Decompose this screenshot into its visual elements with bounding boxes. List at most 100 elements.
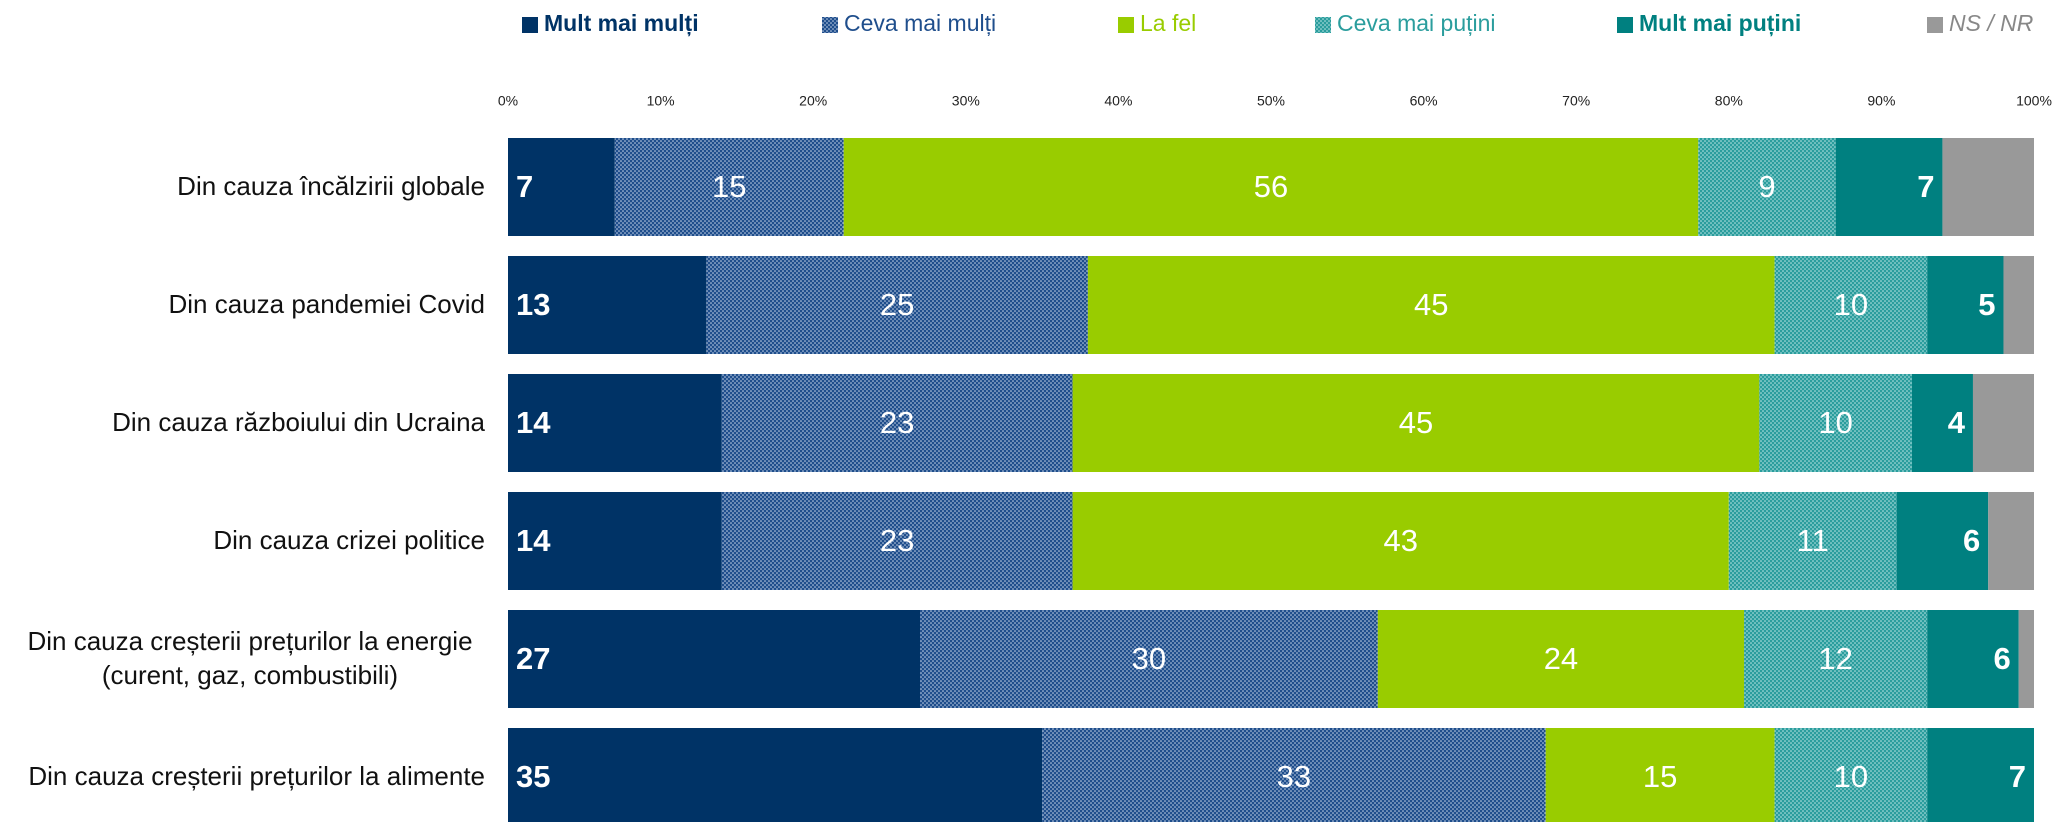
category-text: Din cauza războiului din Ucraina xyxy=(112,407,485,438)
data-label: 23 xyxy=(880,405,914,440)
bar-segment xyxy=(2003,256,2034,354)
x-tick-label: 40% xyxy=(1104,93,1132,109)
data-label: 23 xyxy=(880,523,914,558)
x-tick-label: 80% xyxy=(1715,93,1743,109)
bar-segment xyxy=(1927,610,2019,708)
data-label: 13 xyxy=(516,287,550,322)
data-label: 56 xyxy=(1254,169,1288,204)
data-label: 14 xyxy=(516,405,551,440)
bar-segment xyxy=(1087,256,1775,354)
category-label: Din cauza încălzirii globale xyxy=(177,138,485,236)
bar-segment xyxy=(508,492,722,590)
x-tick-label: 100% xyxy=(2016,93,2052,109)
bar-segment xyxy=(1911,374,1973,472)
x-tick-label: 20% xyxy=(799,93,827,109)
data-label: 6 xyxy=(1963,523,1980,558)
legend-label: Ceva mai mulți xyxy=(844,10,996,36)
x-tick-label: 90% xyxy=(1867,93,1895,109)
legend-swatch xyxy=(1927,17,1943,33)
data-label: 45 xyxy=(1399,405,1433,440)
x-tick-label: 70% xyxy=(1562,93,1590,109)
bar-segment xyxy=(1927,256,2004,354)
category-label: Din cauza creșterii prețurilor la energi… xyxy=(15,610,485,708)
bar-segment xyxy=(1698,138,1836,236)
legend-swatch xyxy=(522,17,538,33)
category-label: Din cauza crizei politice xyxy=(213,492,485,590)
bar-segment xyxy=(1545,728,1775,822)
data-label: 30 xyxy=(1132,641,1166,676)
x-tick-label: 50% xyxy=(1257,93,1285,109)
bar-segment xyxy=(2018,610,2034,708)
data-label: 7 xyxy=(516,169,533,204)
bar-segment xyxy=(614,138,844,236)
category-text: Din cauza încălzirii globale xyxy=(177,171,485,202)
x-tick-label: 60% xyxy=(1410,93,1438,109)
data-label: 6 xyxy=(1993,641,2010,676)
bar-segment xyxy=(1896,492,1989,590)
x-tick-label: 10% xyxy=(647,93,675,109)
bar-segment xyxy=(508,728,1043,822)
data-label: 45 xyxy=(1414,287,1448,322)
bar-segment xyxy=(1042,728,1546,822)
data-label: 33 xyxy=(1277,759,1311,794)
category-label: Din cauza războiului din Ucraina xyxy=(112,374,485,472)
x-tick-label: 30% xyxy=(952,93,980,109)
bar-segment xyxy=(1927,728,2034,822)
bar-segment xyxy=(721,374,1073,472)
legend-label: Mult mai puțini xyxy=(1639,10,1801,37)
legend-swatch xyxy=(1617,17,1633,33)
data-label: 27 xyxy=(516,641,550,676)
data-label: 4 xyxy=(1948,405,1966,440)
bar-segment xyxy=(508,256,707,354)
bar-segment xyxy=(1988,492,2034,590)
legend-label: Mult mai mulți xyxy=(544,10,699,37)
data-label: 10 xyxy=(1834,759,1868,794)
legend-label: Ceva mai puțini xyxy=(1337,10,1496,36)
category-text: Din cauza pandemiei Covid xyxy=(168,289,485,320)
bar-segment xyxy=(1774,256,1928,354)
bar-segment xyxy=(843,138,1699,236)
bar-segment xyxy=(721,492,1073,590)
bar-segment xyxy=(1377,610,1745,708)
data-label: 10 xyxy=(1818,405,1852,440)
bar-segment xyxy=(1972,374,2034,472)
category-label: Din cauza pandemiei Covid xyxy=(168,256,485,354)
category-text: Din cauza creșterii prețurilor la energi… xyxy=(27,626,473,690)
bar-segment xyxy=(920,610,1378,708)
data-label: 24 xyxy=(1544,641,1578,676)
legend-swatch xyxy=(1118,17,1134,33)
data-label: 12 xyxy=(1818,641,1852,676)
data-label: 25 xyxy=(880,287,914,322)
data-label: 35 xyxy=(516,759,550,794)
bar-segment xyxy=(508,374,722,472)
data-label: 11 xyxy=(1797,523,1829,558)
x-tick-label: 0% xyxy=(498,93,518,109)
bar-segment xyxy=(1835,138,1943,236)
data-label: 7 xyxy=(2009,759,2026,794)
data-label: 14 xyxy=(516,523,551,558)
bar-segment xyxy=(1774,728,1928,822)
bar-segment xyxy=(1072,492,1729,590)
bar-segment xyxy=(1744,610,1928,708)
data-label: 5 xyxy=(1978,287,1995,322)
legend-label: La fel xyxy=(1140,10,1196,36)
legend-swatch xyxy=(822,17,838,33)
bar-segment xyxy=(706,256,1088,354)
data-label: 43 xyxy=(1383,523,1417,558)
legend-swatch xyxy=(1315,17,1331,33)
category-text: Din cauza creșterii prețurilor la alimen… xyxy=(28,761,485,792)
data-label: 15 xyxy=(712,169,746,204)
bar-segment xyxy=(1728,492,1897,590)
data-label: 15 xyxy=(1643,759,1677,794)
bar-segment xyxy=(508,138,615,236)
category-label: Din cauza creșterii prețurilor la alimen… xyxy=(28,728,485,822)
category-text: Din cauza crizei politice xyxy=(213,525,485,556)
bar-segment xyxy=(1072,374,1760,472)
bar-segment xyxy=(1942,138,2034,236)
bar-segment xyxy=(1759,374,1912,472)
data-label: 10 xyxy=(1834,287,1868,322)
bar-segment xyxy=(508,610,921,708)
legend-label: NS / NR xyxy=(1949,10,2033,36)
